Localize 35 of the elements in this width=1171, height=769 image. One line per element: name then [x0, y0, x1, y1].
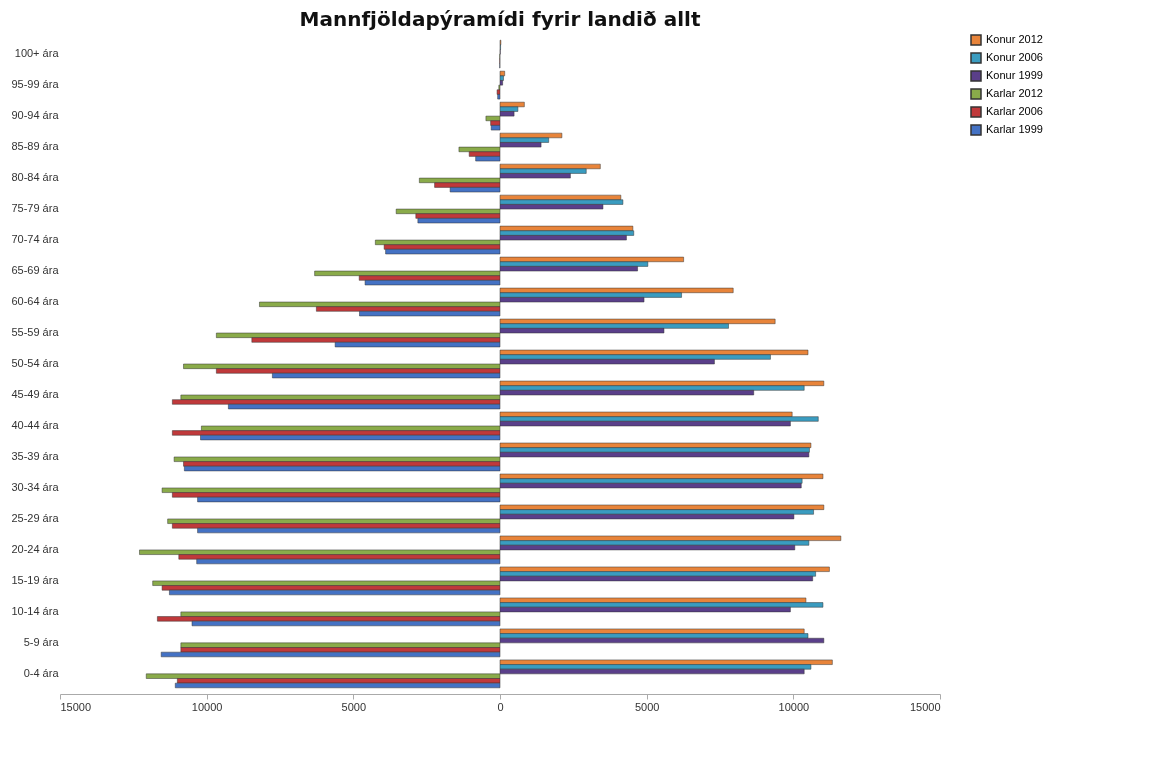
y-tick-label: 75-79 ára [11, 202, 60, 215]
y-tick-label: 70-74 ára [11, 233, 60, 246]
x-tick-label: 15000 [909, 700, 941, 713]
y-tick-label: 10-14 ára [11, 604, 60, 617]
legend-label: Konur 1999 [986, 69, 1043, 81]
x-tick-label: 0 [497, 700, 504, 713]
x-tick-label: 10000 [191, 700, 223, 713]
x-tick-label: 15000 [60, 700, 92, 713]
legend-label: Karlar 2006 [986, 105, 1043, 117]
y-tick-label: 40-44 ára [11, 418, 60, 431]
y-tick-label: 85-89 ára [11, 140, 60, 153]
y-tick-label: 95-99 ára [11, 78, 60, 91]
y-tick-label: 45-49 ára [11, 387, 60, 400]
y-tick-label: 15-19 ára [11, 573, 60, 586]
y-tick-label: 20-24 ára [11, 542, 60, 555]
y-tick-label: 55-59 ára [11, 326, 60, 339]
legend-label: Konur 2006 [986, 51, 1043, 63]
legend-label: Karlar 1999 [986, 123, 1043, 135]
x-tick-label: 5000 [341, 700, 367, 713]
y-tick-label: 25-29 ára [11, 511, 60, 524]
y-tick-label: 35-39 ára [11, 449, 60, 462]
legend-label: Konur 2012 [986, 33, 1043, 45]
chart-title: Mannfjöldapýramídi fyrir landið allt [299, 7, 701, 31]
y-tick-label: 50-54 ára [11, 357, 60, 369]
x-tick-label: 10000 [778, 700, 810, 713]
legend-label: Karlar 2012 [986, 87, 1043, 99]
y-tick-label: 90-94 ára [11, 109, 60, 122]
y-tick-label: 100+ ára [14, 47, 60, 60]
y-tick-label: 30-34 ára [11, 480, 60, 493]
y-tick-label: 5-9 ára [23, 635, 60, 648]
x-tick-label: 5000 [634, 700, 660, 713]
y-tick-label: 0-4 ára [23, 666, 60, 679]
y-tick-label: 80-84 ára [11, 171, 60, 184]
y-tick-label: 65-69 ára [11, 264, 60, 277]
y-tick-label: 60-64 ára [11, 295, 60, 308]
